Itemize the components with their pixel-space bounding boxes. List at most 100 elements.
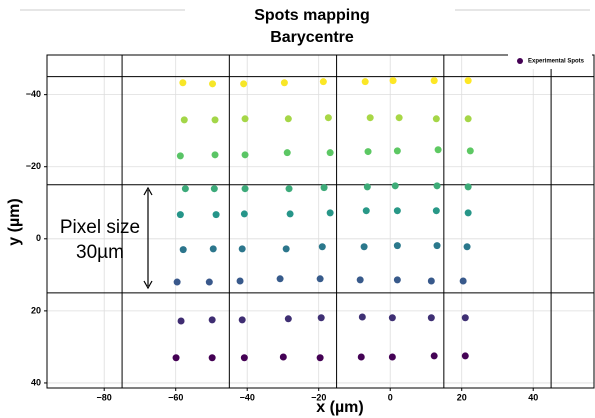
y-tick-label: 40 <box>31 377 41 387</box>
spot <box>366 114 374 122</box>
spot <box>361 78 369 86</box>
spot <box>241 151 249 159</box>
spot <box>464 183 472 191</box>
spot <box>459 277 467 285</box>
spot <box>211 151 219 159</box>
spot <box>284 315 292 323</box>
spot <box>172 354 180 362</box>
spot <box>318 243 326 251</box>
spot <box>181 185 189 193</box>
x-tick-label: −40 <box>240 392 255 402</box>
legend-marker <box>517 58 523 64</box>
y-tick-label: 0 <box>36 233 41 243</box>
y-axis-label: y (µm) <box>6 198 23 245</box>
spot <box>326 149 334 157</box>
x-axis-label: x (µm) <box>316 399 363 416</box>
spot <box>317 314 325 322</box>
spot <box>434 146 442 154</box>
spot <box>316 275 324 283</box>
spot <box>356 276 364 284</box>
spot <box>319 78 327 86</box>
spot <box>433 182 441 190</box>
x-tick-label: −80 <box>97 392 112 402</box>
spot <box>324 114 332 122</box>
spot <box>240 354 248 362</box>
spot <box>388 314 396 322</box>
spot <box>179 246 187 254</box>
spot <box>362 207 370 215</box>
arrow-heads <box>143 186 153 290</box>
spot <box>388 353 396 361</box>
spot <box>393 207 401 215</box>
spot <box>358 313 366 321</box>
points <box>172 77 474 362</box>
spot <box>209 245 217 253</box>
spot <box>463 243 471 251</box>
spot <box>433 242 441 250</box>
spot <box>466 147 474 155</box>
spot <box>432 115 440 123</box>
spot <box>389 77 397 85</box>
spot <box>208 316 216 324</box>
spot <box>393 147 401 155</box>
spot <box>212 211 220 219</box>
spot <box>391 182 399 190</box>
spot <box>464 77 472 85</box>
grid <box>47 55 594 388</box>
y-tick-label: −40 <box>26 89 41 99</box>
spot <box>283 149 291 157</box>
spot <box>316 354 324 362</box>
spot <box>276 275 284 283</box>
spot <box>173 278 181 286</box>
spot <box>280 79 288 87</box>
spot <box>240 210 248 218</box>
spot <box>240 80 248 88</box>
spot <box>241 115 249 123</box>
spot <box>464 209 472 217</box>
spot <box>286 210 294 218</box>
spot <box>238 245 246 253</box>
x-tick-label: −60 <box>168 392 183 402</box>
spot <box>180 116 188 124</box>
spot <box>427 277 435 285</box>
x-tick-label: −20 <box>311 392 326 402</box>
spot <box>179 79 187 87</box>
legend-label: Experimental Spots <box>528 59 585 65</box>
spot <box>236 277 244 285</box>
spot <box>284 115 292 123</box>
legend: Experimental Spots <box>508 53 592 69</box>
spot <box>205 278 213 286</box>
plot-frame <box>46 54 595 389</box>
spot <box>285 185 293 193</box>
spot <box>176 152 184 160</box>
spot <box>326 209 334 217</box>
annotation-text: 30µm <box>76 242 124 263</box>
spot <box>395 114 403 122</box>
x-tick-label: 40 <box>528 392 538 402</box>
spot <box>176 211 184 219</box>
spot <box>360 243 368 251</box>
annotation: Pixel size 30µm <box>60 186 153 290</box>
spot <box>393 242 401 250</box>
y-tick-label: −20 <box>26 161 41 171</box>
spot <box>461 352 469 360</box>
spot <box>241 185 249 193</box>
spot <box>461 314 469 322</box>
pixel-boundaries <box>47 55 594 388</box>
spot <box>427 314 435 322</box>
spot <box>393 276 401 284</box>
x-tick-label: 20 <box>457 392 467 402</box>
spot <box>238 316 246 324</box>
legend-box <box>508 53 592 69</box>
spot <box>430 77 438 85</box>
spot <box>357 353 365 361</box>
spot <box>177 317 185 325</box>
spot <box>320 184 328 192</box>
spot <box>464 115 472 123</box>
chart-title: Barycentre <box>270 29 354 46</box>
y-tick-label: 20 <box>31 305 41 315</box>
chart-title: Spots mapping <box>254 7 370 24</box>
spot <box>432 207 440 215</box>
